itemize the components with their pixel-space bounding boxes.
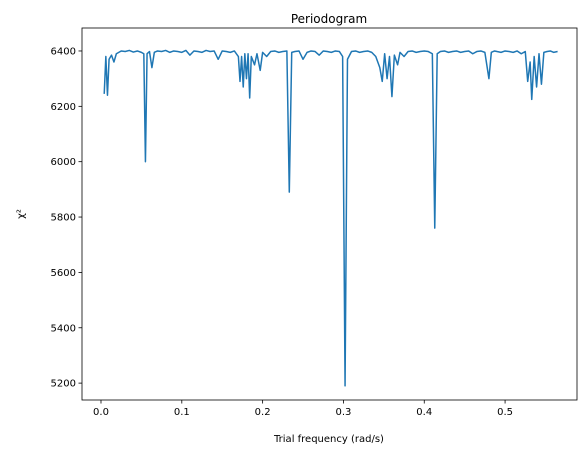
plot-frame [81, 27, 578, 401]
y-tick-label: 5800 [51, 213, 76, 224]
x-tick-label: 0.3 [335, 407, 351, 418]
y-tick-label: 5400 [51, 323, 76, 334]
y-axis-label: χ² [16, 209, 27, 219]
x-axis-label: Trial frequency (rad/s) [273, 434, 384, 445]
x-tick-label: 0.1 [174, 407, 190, 418]
x-tick-label: 0.0 [93, 407, 109, 418]
y-tick-label: 6200 [51, 102, 76, 113]
x-tick-label: 0.5 [497, 407, 513, 418]
y-tick-label: 6000 [51, 157, 76, 168]
x-tick-label: 0.2 [255, 407, 271, 418]
data-line [103, 49, 558, 387]
y-tick-label: 5200 [51, 379, 76, 390]
y-tick-label: 5600 [51, 268, 76, 279]
y-tick-label: 6400 [51, 46, 76, 57]
chart-title: Periodogram [291, 12, 367, 26]
x-tick-label: 0.4 [416, 407, 432, 418]
